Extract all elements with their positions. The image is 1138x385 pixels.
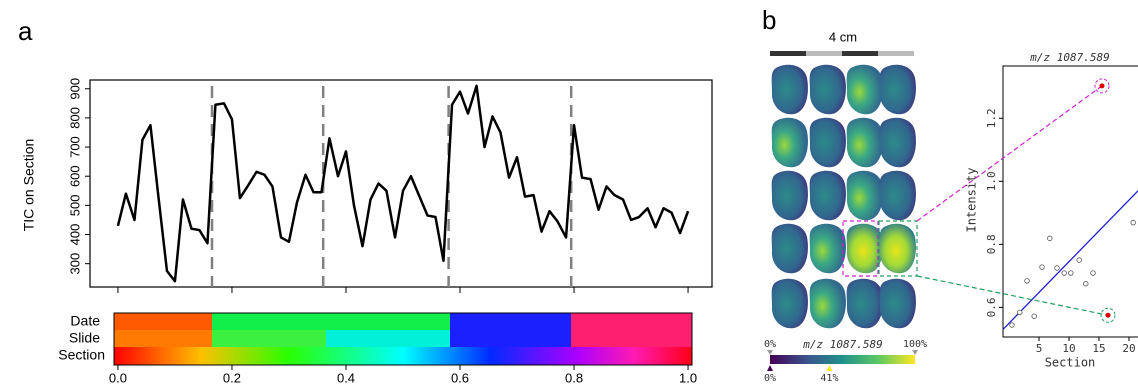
tissue-image xyxy=(772,171,808,220)
scale-bar xyxy=(770,51,914,56)
tissue-images xyxy=(772,65,916,328)
panel-label: b xyxy=(762,5,776,35)
tissue-image xyxy=(810,65,846,114)
colorbar-tick xyxy=(767,350,773,355)
data-point xyxy=(1025,279,1030,284)
x-tick-label: 20 xyxy=(1122,342,1135,355)
colorbar-tick-label: 0% xyxy=(764,339,776,350)
colorbar-marker-label: 41% xyxy=(820,373,838,384)
x-tick-label: 0.4 xyxy=(337,370,355,385)
tissue-image xyxy=(810,279,846,328)
y-tick-label: 0.8 xyxy=(985,234,998,254)
tissue-image xyxy=(810,224,846,273)
scale-label: 4 cm xyxy=(829,29,857,44)
x-tick-label: 1.0 xyxy=(679,370,697,385)
y-tick-label: 1.0 xyxy=(985,171,998,191)
y-tick-label: 300 xyxy=(67,253,82,275)
colorbar-marker-label: 0% xyxy=(764,373,776,384)
tissue-image xyxy=(772,224,808,273)
x-tick-label: 0.6 xyxy=(451,370,469,385)
tissue-image xyxy=(772,118,808,167)
data-point xyxy=(1032,314,1037,319)
y-tick-label: 0.6 xyxy=(985,297,998,317)
x-tick-label: 0.8 xyxy=(565,370,583,385)
y-tick-label: 600 xyxy=(67,165,82,187)
x-tick-label: 10 xyxy=(1062,342,1075,355)
tissue-image xyxy=(880,118,916,167)
colorbar-tick-label: 100% xyxy=(903,339,927,350)
data-point xyxy=(1048,236,1053,241)
band-label: Slide xyxy=(69,330,100,346)
x-axis-label: Section xyxy=(1045,356,1096,370)
intensity-colorbar xyxy=(770,355,915,364)
data-point xyxy=(1040,265,1045,270)
tissue-image xyxy=(880,279,916,328)
y-tick-label: 400 xyxy=(67,224,82,246)
data-point xyxy=(1091,271,1096,276)
tissue-image xyxy=(810,118,846,167)
data-point xyxy=(1055,266,1060,271)
y-tick-label: 500 xyxy=(67,195,82,217)
colorbar-tick xyxy=(912,350,918,355)
y-tick-label: 800 xyxy=(67,107,82,129)
chart-title: m/z 1087.589 xyxy=(1029,51,1109,64)
tissue-image xyxy=(810,171,846,220)
plot-frame xyxy=(90,80,712,287)
tissue-image xyxy=(847,65,883,114)
y-tick-label: 700 xyxy=(67,136,82,158)
y-tick-label: 900 xyxy=(67,78,82,100)
tissue-image xyxy=(880,224,916,273)
y-axis-label: TIC on Section xyxy=(21,139,37,232)
band-label: Date xyxy=(70,313,100,329)
data-point xyxy=(1084,281,1089,286)
panel-label: a xyxy=(18,16,33,46)
colorbar-label: m/z 1087.589 xyxy=(802,338,882,351)
figure: a b TIC on Section Date Slide Section 4 … xyxy=(0,0,1138,385)
band-bar xyxy=(114,313,692,365)
fit-line xyxy=(1003,191,1138,330)
y-tick-label: 1.2 xyxy=(985,108,998,128)
data-point xyxy=(1010,323,1015,328)
x-tick-label: 5 xyxy=(1036,342,1043,355)
data-point xyxy=(1062,271,1067,276)
data-point xyxy=(1018,310,1023,315)
connector-line xyxy=(917,86,1102,221)
plot-frame xyxy=(1003,66,1138,337)
tissue-image xyxy=(772,65,808,114)
data-point xyxy=(1100,83,1105,88)
x-tick-label: 0.2 xyxy=(223,370,241,385)
data-point xyxy=(1069,271,1074,276)
tissue-image xyxy=(880,65,916,114)
data-point xyxy=(1077,258,1082,263)
tissue-image xyxy=(847,279,883,328)
colorbar-marker xyxy=(767,365,773,371)
x-tick-label: 0.0 xyxy=(109,370,127,385)
tissue-image xyxy=(772,279,808,328)
tissue-image xyxy=(880,171,916,220)
data-line xyxy=(118,86,688,281)
x-tick-label: 15 xyxy=(1092,342,1105,355)
tissue-image xyxy=(847,118,883,167)
tissue-image xyxy=(847,171,883,220)
colorbar-marker xyxy=(826,365,832,371)
connector-line xyxy=(917,276,1108,315)
band-label: Section xyxy=(58,347,105,363)
data-point xyxy=(1106,313,1111,318)
data-point xyxy=(1131,220,1136,225)
